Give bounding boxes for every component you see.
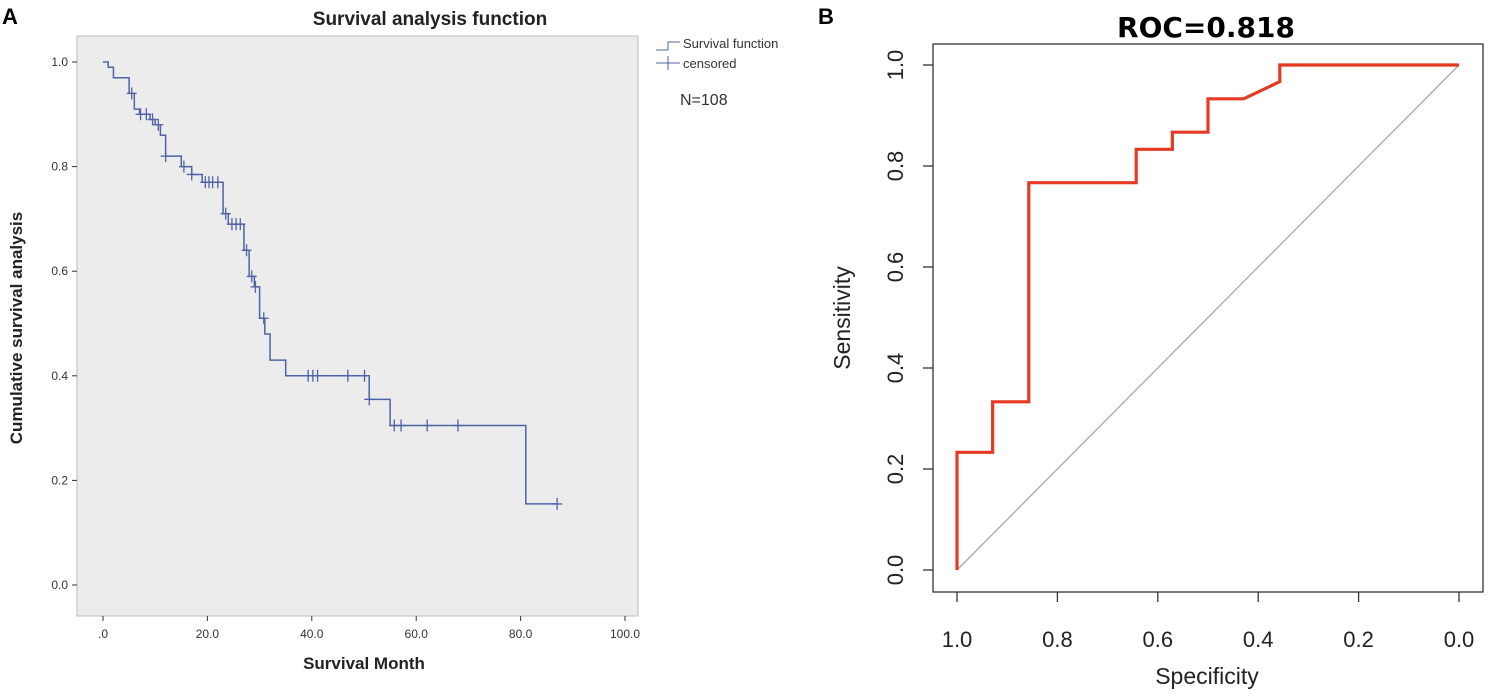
roc-x-tick-label: 0.2 [1343, 627, 1374, 652]
km-legend-censored: censored [683, 56, 736, 71]
panel-a-label: A [2, 4, 18, 29]
km-censor-mark [342, 369, 353, 382]
km-censor-mark [153, 118, 164, 131]
km-censor-mark [246, 270, 257, 283]
km-censor-mark [396, 419, 407, 432]
km-legend: Survival function censored N=108 [656, 36, 778, 109]
km-censor-mark [178, 160, 189, 173]
km-series [103, 61, 563, 510]
km-x-tick-label: .0 [98, 627, 108, 641]
km-x-tick-label: 80.0 [509, 627, 533, 641]
roc-y-tick-label: 1.0 [883, 50, 908, 81]
km-censor-mark [160, 150, 171, 163]
roc-ylabel: Sensitivity [829, 266, 855, 370]
km-x-tick-label: 60.0 [405, 627, 429, 641]
roc-series [955, 63, 1460, 571]
km-title: Survival analysis function [313, 9, 547, 30]
km-legend-survival: Survival function [683, 36, 778, 51]
roc-y-tick-label: 0.8 [883, 151, 908, 182]
km-censor-mark [147, 113, 158, 126]
km-chart: Survival analysis function Survival Mont… [7, 9, 778, 673]
roc-y-tick-label: 0.2 [883, 454, 908, 485]
km-censor-mark [364, 393, 375, 406]
km-censor-mark [235, 218, 246, 231]
panel-b-label: B [818, 4, 834, 29]
km-censor-mark [141, 108, 152, 121]
roc-x-tick-label: 1.0 [942, 627, 973, 652]
km-x-tick-label: 20.0 [196, 627, 220, 641]
km-censor-mark [552, 497, 563, 510]
roc-curve-line [955, 63, 1459, 570]
km-legend-line-symbol [656, 41, 680, 51]
km-plot-area [76, 35, 639, 617]
km-censor-mark [186, 168, 197, 181]
km-censor-mark [359, 369, 370, 382]
roc-x-tick-label: 0.8 [1042, 627, 1073, 652]
km-censor-mark [220, 207, 231, 220]
roc-title: ROC=0.818 [1117, 11, 1295, 44]
km-n-annotation: N=108 [680, 92, 728, 109]
km-y-tick-label: 0.0 [51, 578, 68, 592]
roc-x-tick-label: 0.6 [1143, 627, 1174, 652]
km-censor-mark [241, 244, 252, 257]
km-y-tick-label: 0.4 [51, 369, 68, 383]
roc-plot-frame [932, 43, 1484, 593]
roc-y-ticks: 0.0 0.2 0.4 0.6 0.8 1.0 [883, 50, 933, 586]
km-ylabel: Cumulative survival analysis [7, 212, 26, 444]
km-censor-mark [422, 419, 433, 432]
km-y-tick-label: 0.2 [51, 473, 68, 487]
roc-y-tick-label: 0.0 [883, 555, 908, 586]
km-x-tick-label: 100.0 [610, 627, 640, 641]
roc-x-tick-label: 0.4 [1243, 627, 1274, 652]
roc-reference-diagonal [956, 64, 1460, 571]
km-xlabel: Survival Month [303, 654, 425, 673]
roc-chart: ROC=0.818 Specificity Sensitivity 1.0 0.8… [829, 11, 1484, 689]
km-censor-mark [250, 280, 261, 293]
km-censor-mark [126, 87, 137, 100]
km-censor-mark [258, 312, 269, 325]
roc-y-tick-label: 0.6 [883, 252, 908, 283]
km-censor-mark [312, 369, 323, 382]
km-x-tick-label: 40.0 [300, 627, 324, 641]
km-legend-censor-symbol [656, 56, 680, 70]
km-censor-mark [212, 176, 223, 189]
km-y-tick-label: 0.8 [51, 160, 68, 174]
roc-xlabel: Specificity [1155, 663, 1259, 689]
roc-x-ticks: 1.0 0.8 0.6 0.4 0.2 0.0 [942, 592, 1475, 652]
km-censor-mark [452, 419, 463, 432]
roc-x-tick-label: 0.0 [1444, 627, 1475, 652]
km-y-tick-label: 1.0 [51, 55, 68, 69]
km-y-tick-label: 0.6 [51, 264, 68, 278]
km-x-ticks: .0 20.0 40.0 60.0 80.0 100.0 [98, 616, 640, 641]
roc-y-tick-label: 0.4 [883, 353, 908, 384]
km-y-ticks: 0.0 0.2 0.4 0.6 0.8 1.0 [51, 55, 77, 592]
